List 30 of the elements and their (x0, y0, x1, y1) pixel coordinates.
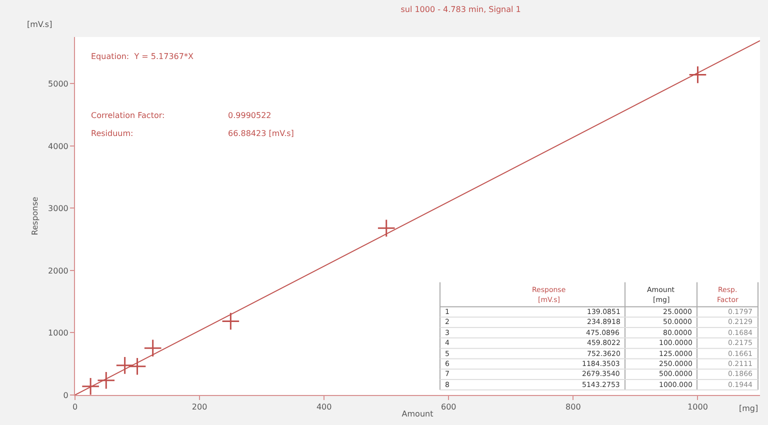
point (96, 371, 116, 390)
annotation: Residuum: (91, 129, 134, 138)
text: [mg] (739, 404, 758, 413)
annotation: 0.9990522 (228, 111, 272, 120)
point (128, 357, 146, 376)
text: [mV.s] (27, 20, 52, 29)
point (222, 312, 240, 330)
x-tick-label: 200 (192, 402, 208, 412)
annotation: Correlation Factor: (91, 111, 165, 120)
x-tick-label: 800 (566, 402, 581, 412)
point (688, 66, 707, 84)
y-tick-label: 5000 (48, 80, 68, 88)
x-tick-label: 1000 (688, 402, 708, 412)
y-tick-label: 2000 (48, 266, 68, 276)
y-tick-label: 1000 (48, 328, 68, 338)
x-tick-label: 600 (441, 402, 456, 412)
point (377, 219, 396, 238)
x-tick-label: 400 (316, 402, 332, 412)
point (116, 356, 134, 375)
x-tick-label: 0 (72, 402, 78, 412)
y-tick-label: 4000 (48, 142, 68, 151)
point (144, 339, 162, 358)
annotation: Equation: Y = 5.17367*X (91, 52, 194, 61)
y-axis-title: Response (30, 196, 40, 236)
annotation: 66.88423 [mV.s] (228, 129, 294, 138)
x-axis-title: Amount (402, 410, 434, 419)
chart-title: sul 1000 - 4.783 min, Signal 1 (400, 4, 521, 14)
y-tick-label: 0 (63, 390, 68, 400)
y-tick-label: 3000 (48, 204, 68, 214)
point (81, 377, 100, 396)
